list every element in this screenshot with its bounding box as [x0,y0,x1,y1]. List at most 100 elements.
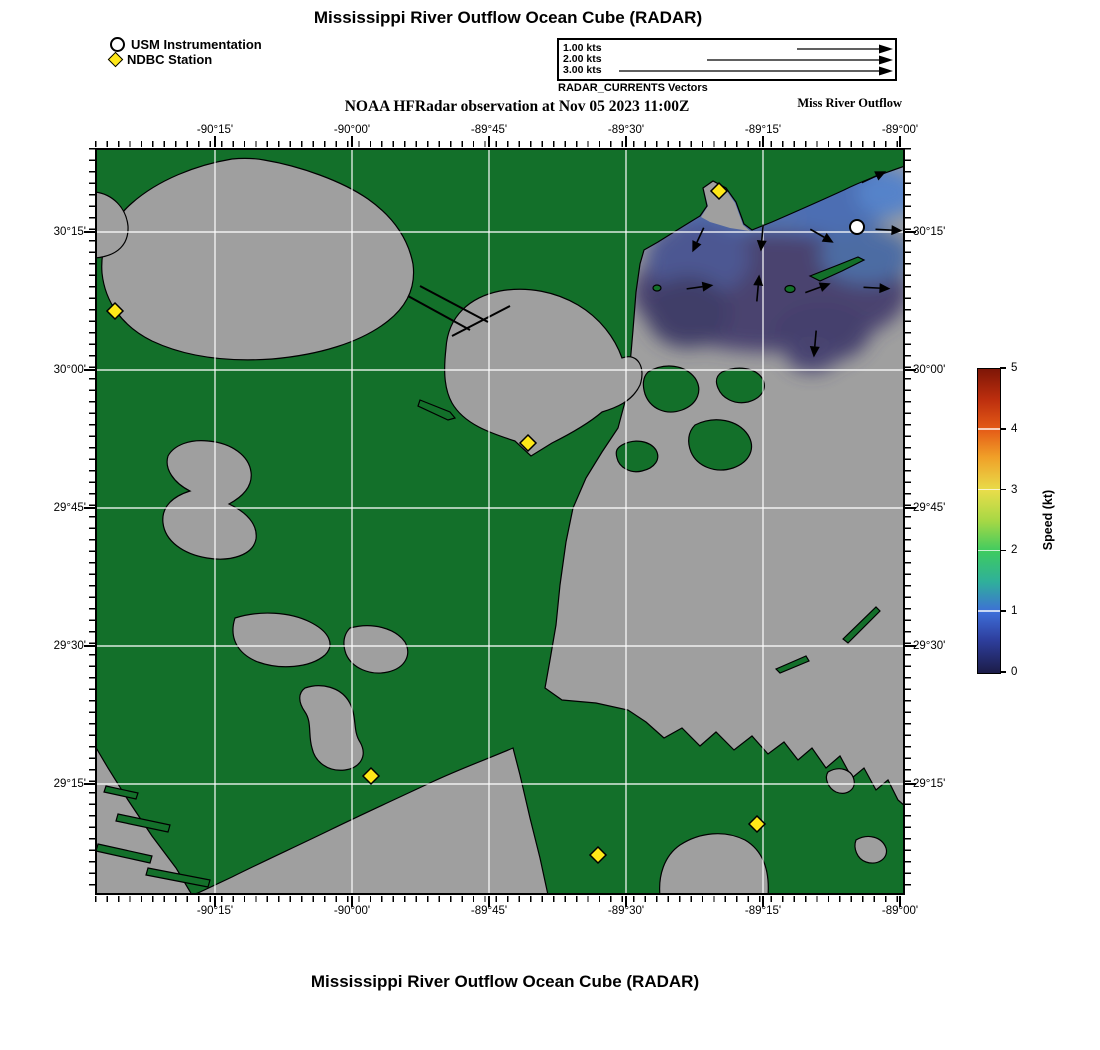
vector-scale-arrows [619,44,893,76]
legend-label-usm: USM Instrumentation [131,36,262,52]
current-vector-layer [686,171,903,358]
land-layer [95,148,905,895]
usm-circle-icon [110,36,125,52]
ndbc-diamond-icon [107,51,124,67]
top-axis-ticks [95,141,905,147]
station-marker-layer [105,181,865,865]
lon-major-tick [625,136,627,147]
left-axis-ticks [89,148,95,895]
colorbar-tick-label: 4 [1011,422,1018,435]
lat-major-tick [84,507,95,509]
barrier-islet [115,813,171,833]
delta-inlet [854,835,888,864]
lat-tick-label: 29°45' [53,502,86,514]
ndbc-station-marker [747,814,767,834]
current-vector-arrow [756,224,767,252]
vector-scale-caption: RADAR_CURRENTS Vectors [558,82,708,94]
colorbar-tick-label: 5 [1011,362,1018,374]
lon-tick-label: -90°00' [333,124,371,136]
colorbar-tick [1000,671,1006,673]
lon-major-tick [762,896,764,907]
lon-tick-label: -89°30' [607,124,645,136]
vector-scale-1kt: 1.00 kts [563,42,602,54]
map-canvas [95,148,905,895]
colorbar-gridline [978,549,1000,552]
lat-tick-label: 29°45' [913,502,946,514]
colorbar-tick [1000,549,1006,552]
lat-tick-label: 29°15' [913,778,946,790]
current-vector-arrow [809,228,834,243]
lat-tick-label: 30°00' [53,364,86,376]
barrier-islet [145,867,211,888]
lon-tick-label: -89°45' [470,124,508,136]
lon-major-tick [488,136,490,147]
colorbar-gridline [978,610,1000,612]
marsh-island [715,367,765,404]
colorbar-tick [1000,488,1006,491]
lat-major-tick [905,783,916,785]
ndbc-station-marker [588,845,608,865]
lon-major-tick [625,896,627,907]
marsh-island [642,365,700,413]
colorbar-axis-title: Speed (kt) [1041,489,1055,551]
current-vector-arrow [863,283,891,294]
inland-lake [162,440,257,560]
lat-major-tick [905,645,916,647]
lon-tick-label: -89°45' [470,905,508,917]
lake-borgne [444,288,643,457]
legend-label-ndbc: NDBC Station [127,51,213,67]
marsh-island [615,440,659,473]
vector-scale-box: 1.00 kts 2.00 kts 3.00 kts [557,38,897,81]
figure-title: Mississippi River Outflow Ocean Cube (RA… [313,8,703,27]
colorbar-tick-label: 1 [1011,605,1018,618]
lat-tick-label: 30°15' [53,226,86,238]
lon-tick-label: -90°15' [196,124,234,136]
ndbc-station-marker [361,766,381,786]
lat-major-tick [84,369,95,371]
usm-station-marker [849,219,865,235]
symbol-legend: USM Instrumentation NDBC Station [107,36,262,67]
islet [652,284,662,292]
lon-tick-label: -89°00' [881,905,919,917]
barrier-islet [103,785,139,800]
lat-major-tick [84,645,95,647]
lat-tick-label: 30°00' [913,364,946,376]
lat-tick-label: 29°15' [53,778,86,790]
lat-tick-label: 30°15' [913,226,946,238]
colorbar-tick-label: 3 [1011,483,1018,496]
lon-tick-label: -89°15' [744,124,782,136]
lon-major-tick [899,136,901,147]
colorbar-tick [1000,428,1006,430]
marsh-pond [299,685,364,771]
region-label: Miss River Outflow [797,96,902,110]
vector-scale-2kt: 2.00 kts [563,53,602,65]
observation-subtitle: NOAA HFRadar observation at Nov 05 2023 … [344,98,690,115]
lon-major-tick [488,896,490,907]
ndbc-station-marker [518,433,538,453]
islet [784,284,796,294]
colorbar-gridline [978,428,1000,430]
current-vector-arrow [875,225,903,236]
current-vector-arrow [809,330,820,358]
lon-major-tick [899,896,901,907]
lake-maurepas [95,191,129,259]
colorbar-tick-label: 0 [1011,666,1018,678]
lon-major-tick [762,136,764,147]
delta-inlet [825,768,855,794]
lat-major-tick [84,783,95,785]
colorbar-gridline [978,488,1000,491]
lon-major-tick [351,896,353,907]
current-vector-arrow [686,281,714,292]
lat-major-tick [905,231,916,233]
colorbar-tick [1000,367,1006,369]
lon-tick-label: -89°00' [881,124,919,136]
half-moon-island [808,256,866,282]
lon-tick-label: -89°15' [744,905,782,917]
chandeleur-island [774,655,810,674]
ndbc-station-marker [105,301,125,321]
lat-major-tick [905,369,916,371]
lat-major-tick [84,231,95,233]
ndbc-station-marker [709,181,729,201]
borgne-islet [417,399,457,421]
